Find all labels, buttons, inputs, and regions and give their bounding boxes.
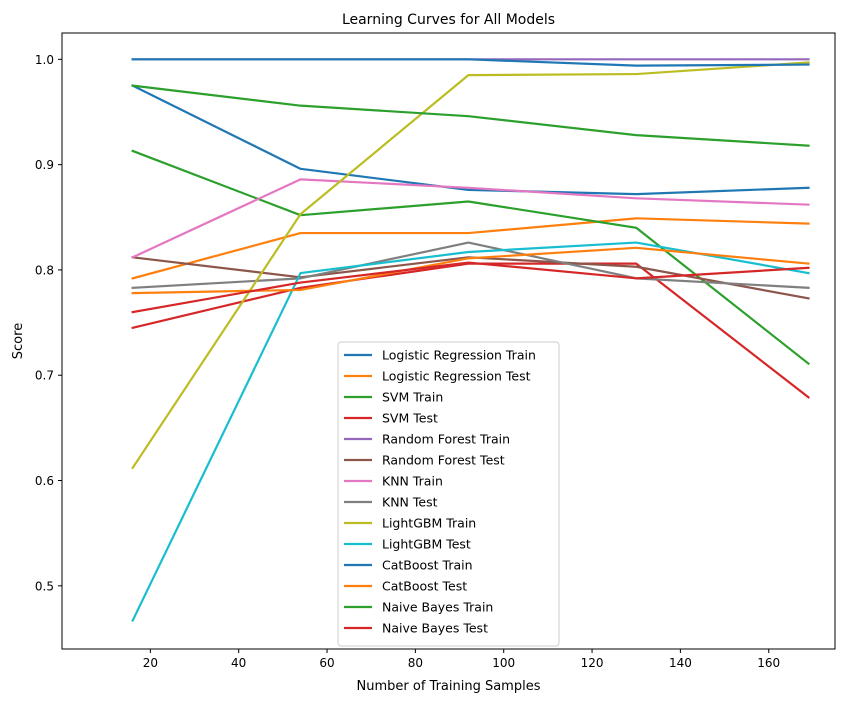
legend-label-0: Logistic Regression Train <box>382 348 536 363</box>
series-line-13 <box>131 261 810 314</box>
series-line-7 <box>131 241 810 289</box>
legend-label-2: SVM Train <box>382 390 443 405</box>
y-tick-label: 0.7 <box>35 369 54 383</box>
x-tick-label: 60 <box>319 656 334 670</box>
series-line-6 <box>131 178 810 259</box>
x-tick-label: 100 <box>492 656 515 670</box>
y-tick-label: 0.8 <box>35 263 54 277</box>
series-line-0 <box>131 84 810 196</box>
y-tick-label: 0.9 <box>35 158 54 172</box>
plot-lines <box>131 58 811 623</box>
legend-label-1: Logistic Regression Test <box>382 369 531 384</box>
y-tick-label: 0.6 <box>35 474 54 488</box>
plot-frame <box>61 32 836 650</box>
legend-label-12: Naive Bayes Train <box>382 600 493 615</box>
series-line-12 <box>131 84 810 147</box>
series-line-2 <box>131 149 811 366</box>
legend-label-13: Naive Bayes Test <box>382 621 488 636</box>
y-axis-ticks: 0.5 0.6 0.7 0.8 0.9 1.0 <box>35 53 62 593</box>
chart-title: Learning Curves for All Models <box>342 12 555 28</box>
x-axis-label: Number of Training Samples <box>357 679 541 694</box>
y-tick-label: 1.0 <box>35 53 54 67</box>
y-tick-label: 0.5 <box>35 579 54 593</box>
legend-label-5: Random Forest Test <box>382 453 505 468</box>
legend-label-10: CatBoost Train <box>382 558 473 573</box>
legend-label-9: LightGBM Test <box>382 537 471 552</box>
x-tick-label: 20 <box>143 656 158 670</box>
series-line-10 <box>131 58 810 67</box>
x-tick-label: 40 <box>231 656 246 670</box>
legend-label-7: KNN Test <box>382 495 438 510</box>
legend-label-8: LightGBM Train <box>382 516 476 531</box>
x-tick-label: 120 <box>581 656 604 670</box>
series-line-1 <box>131 217 810 280</box>
legend-box <box>337 341 560 647</box>
legend-label-11: CatBoost Test <box>382 579 467 594</box>
series-line-8 <box>131 61 810 470</box>
legend: Logistic Regression Train Logistic Regres… <box>337 341 560 647</box>
x-axis-ticks: 20 40 60 80 100 120 140 160 <box>143 649 780 670</box>
y-axis-label: Score <box>11 323 26 359</box>
x-tick-label: 80 <box>408 656 423 670</box>
legend-label-3: SVM Test <box>382 411 438 426</box>
series-line-11 <box>131 246 810 295</box>
legend-label-4: Random Forest Train <box>382 432 510 447</box>
x-tick-label: 160 <box>757 656 780 670</box>
legend-label-6: KNN Train <box>382 474 443 489</box>
x-tick-label: 140 <box>669 656 692 670</box>
